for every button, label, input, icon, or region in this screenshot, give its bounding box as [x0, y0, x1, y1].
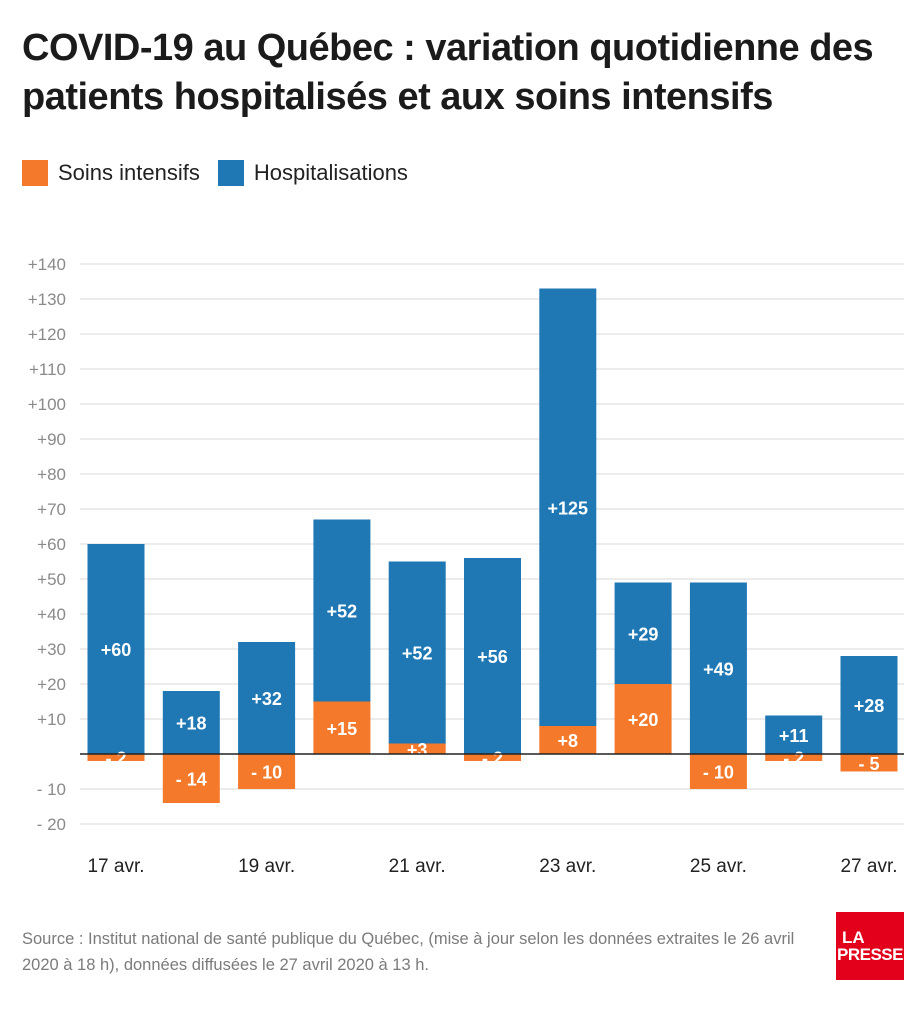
- data-label-hospitalisations: +28: [854, 696, 885, 716]
- bar-soins-intensifs: [388, 743, 446, 754]
- data-label-soins-intensifs: - 14: [176, 770, 207, 790]
- legend-swatch-soins: [22, 160, 48, 186]
- y-tick-label: +90: [37, 430, 66, 449]
- data-label-hospitalisations: +60: [101, 640, 132, 660]
- data-label-hospitalisations: +56: [477, 647, 508, 667]
- bar-soins-intensifs: [840, 754, 898, 772]
- bar-soins-intensifs: [464, 754, 521, 761]
- bar-hospitalisations: [388, 561, 446, 744]
- bar-hospitalisations: [87, 544, 145, 754]
- bar-hospitalisations: [162, 691, 220, 754]
- y-tick-label: +120: [28, 325, 66, 344]
- bar-hospitalisations: [238, 642, 296, 754]
- data-label-soins-intensifs: - 2: [482, 749, 503, 769]
- data-label-hospitalisations: +11: [779, 726, 809, 746]
- y-tick-label: +80: [37, 465, 66, 484]
- bar-hospitalisations: [765, 715, 823, 754]
- bar-hospitalisations: [840, 656, 898, 754]
- logo-line1: LA: [842, 928, 865, 947]
- data-label-soins-intensifs: +15: [327, 719, 358, 739]
- data-label-soins-intensifs: - 10: [251, 763, 282, 783]
- data-label-soins-intensifs: +8: [558, 731, 579, 751]
- bar-soins-intensifs: [765, 754, 823, 761]
- data-label-hospitalisations: +49: [703, 659, 734, 679]
- y-tick-label: +20: [37, 675, 66, 694]
- x-tick-label: 21 avr.: [389, 856, 446, 877]
- y-tick-label: +70: [37, 500, 66, 519]
- y-tick-label: +40: [37, 605, 66, 624]
- bar-soins-intensifs: [689, 754, 747, 789]
- data-label-hospitalisations: +32: [251, 689, 282, 709]
- la-presse-logo: LA PRESSE: [836, 912, 904, 980]
- legend: Soins intensifs Hospitalisations: [22, 160, 426, 186]
- data-label-hospitalisations: +52: [402, 644, 433, 664]
- x-tick-label: 27 avr.: [840, 856, 897, 877]
- x-tick-label: 23 avr.: [539, 856, 596, 877]
- y-tick-label: +130: [28, 290, 66, 309]
- source-note: Source : Institut national de santé publ…: [22, 930, 795, 974]
- logo-line2: PRESSE: [837, 945, 903, 964]
- bar-soins-intensifs: [313, 701, 371, 754]
- data-label-hospitalisations: +125: [548, 498, 589, 518]
- bar-soins-intensifs: [238, 754, 296, 789]
- legend-item-hosp: Hospitalisations: [217, 160, 408, 186]
- y-tick-label: +10: [37, 710, 66, 729]
- y-tick-label: +60: [37, 535, 66, 554]
- legend-label-hosp: Hospitalisations: [253, 160, 408, 185]
- legend-item-soins: Soins intensifs: [22, 160, 200, 186]
- y-tick-label: +140: [28, 255, 66, 274]
- y-tick-label: +30: [37, 640, 66, 659]
- y-tick-label: +50: [37, 570, 66, 589]
- bar-hospitalisations: [614, 582, 672, 684]
- bar-chart: - 20 - 10 +10 +20 +30 +40 +50 +60 +70 +80 +90 +100 +…: [28, 255, 904, 877]
- bar-soins-intensifs: [539, 726, 597, 754]
- bar-hospitalisations: [313, 519, 371, 702]
- data-label-soins-intensifs: - 5: [858, 754, 879, 774]
- data-label-soins-intensifs: +20: [628, 710, 659, 730]
- y-tick-label: - 20: [37, 815, 66, 834]
- x-tick-label: 17 avr.: [87, 856, 144, 877]
- bar-hospitalisations: [539, 288, 597, 726]
- data-label-soins-intensifs: - 10: [703, 763, 734, 783]
- bar-hospitalisations: [689, 582, 747, 754]
- bar-hospitalisations: [464, 558, 521, 754]
- y-tick-label: +100: [28, 395, 66, 414]
- chart-title: COVID-19 au Québec : variation quotidien…: [22, 27, 874, 118]
- data-label-soins-intensifs: +3: [407, 740, 428, 760]
- bar-soins-intensifs: [614, 684, 672, 754]
- legend-label-soins: Soins intensifs: [58, 160, 200, 185]
- x-tick-label: 25 avr.: [690, 856, 747, 877]
- data-label-soins-intensifs: - 2: [783, 749, 804, 769]
- bar-soins-intensifs: [87, 754, 145, 761]
- data-label-hospitalisations: +29: [628, 624, 659, 644]
- legend-swatch-hosp: [217, 160, 244, 186]
- bar-soins-intensifs: [162, 754, 220, 803]
- y-tick-label: - 10: [37, 780, 66, 799]
- data-label-hospitalisations: +52: [327, 602, 358, 622]
- x-tick-label: 19 avr.: [238, 856, 295, 877]
- y-tick-label: +110: [29, 360, 66, 379]
- data-label-soins-intensifs: - 2: [105, 749, 126, 769]
- data-label-hospitalisations: +18: [176, 714, 207, 734]
